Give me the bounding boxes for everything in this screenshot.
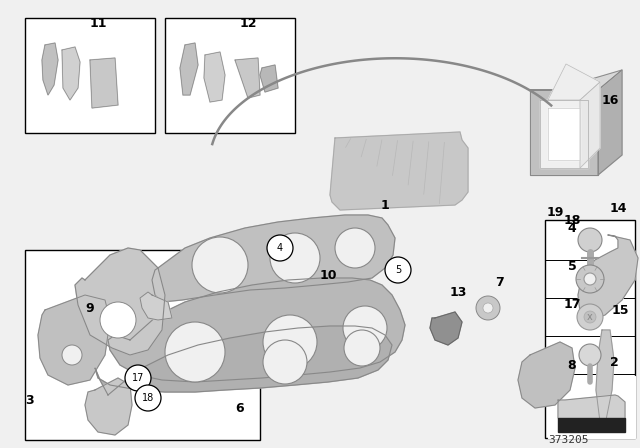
Text: 4: 4 <box>277 243 283 253</box>
Polygon shape <box>75 248 165 355</box>
Circle shape <box>192 237 248 293</box>
Circle shape <box>263 315 317 369</box>
Circle shape <box>577 304 603 330</box>
Polygon shape <box>38 295 110 385</box>
Text: 19: 19 <box>547 206 564 219</box>
Circle shape <box>263 340 307 384</box>
Polygon shape <box>260 65 278 92</box>
Polygon shape <box>42 43 58 95</box>
Text: 4: 4 <box>568 221 577 234</box>
Polygon shape <box>580 82 600 168</box>
Polygon shape <box>430 312 462 345</box>
Text: 5: 5 <box>395 265 401 275</box>
Bar <box>165 18 295 133</box>
Polygon shape <box>540 100 588 168</box>
Polygon shape <box>90 58 118 108</box>
Circle shape <box>135 385 161 411</box>
Polygon shape <box>85 378 132 435</box>
Polygon shape <box>598 70 622 175</box>
Circle shape <box>125 365 151 391</box>
Circle shape <box>270 233 320 283</box>
Polygon shape <box>140 292 172 320</box>
Polygon shape <box>548 376 635 438</box>
Circle shape <box>584 311 596 323</box>
Text: 17: 17 <box>132 373 144 383</box>
Text: 6: 6 <box>236 401 244 414</box>
Circle shape <box>578 228 602 252</box>
Polygon shape <box>62 47 80 100</box>
Text: 2: 2 <box>610 356 618 369</box>
Polygon shape <box>548 108 580 160</box>
Polygon shape <box>558 418 625 432</box>
Polygon shape <box>180 43 198 95</box>
Circle shape <box>165 322 225 382</box>
Polygon shape <box>578 235 638 320</box>
Circle shape <box>100 302 136 338</box>
Polygon shape <box>152 215 395 302</box>
Text: 18: 18 <box>142 393 154 403</box>
Polygon shape <box>518 342 575 408</box>
Polygon shape <box>530 90 598 175</box>
Circle shape <box>335 228 375 268</box>
Text: 13: 13 <box>449 285 467 298</box>
Text: 16: 16 <box>602 94 619 107</box>
Circle shape <box>62 345 82 365</box>
Polygon shape <box>548 64 600 100</box>
Polygon shape <box>204 52 225 102</box>
Text: 17: 17 <box>563 297 580 310</box>
Text: x: x <box>587 312 593 322</box>
Bar <box>545 220 635 438</box>
Text: 3: 3 <box>26 393 35 406</box>
Circle shape <box>579 344 601 366</box>
Text: 7: 7 <box>495 276 504 289</box>
Text: 8: 8 <box>568 358 576 371</box>
Circle shape <box>476 296 500 320</box>
Text: 5: 5 <box>568 259 577 272</box>
Text: 12: 12 <box>239 17 257 30</box>
Polygon shape <box>530 70 622 90</box>
Polygon shape <box>235 58 260 98</box>
Polygon shape <box>558 395 625 425</box>
Circle shape <box>483 303 493 313</box>
Text: 18: 18 <box>563 214 580 227</box>
Polygon shape <box>596 330 614 422</box>
Text: 15: 15 <box>611 303 628 316</box>
Text: 1: 1 <box>381 198 389 211</box>
Polygon shape <box>330 132 468 210</box>
Text: 373205: 373205 <box>548 435 588 445</box>
Circle shape <box>267 235 293 261</box>
Bar <box>25 18 155 133</box>
Circle shape <box>576 265 604 293</box>
Polygon shape <box>95 326 392 395</box>
Bar <box>25 250 260 440</box>
Circle shape <box>344 330 380 366</box>
Text: 11: 11 <box>89 17 107 30</box>
Circle shape <box>343 306 387 350</box>
Text: 10: 10 <box>319 268 337 281</box>
Text: 9: 9 <box>86 302 94 314</box>
Circle shape <box>385 257 411 283</box>
Text: 14: 14 <box>609 202 627 215</box>
Circle shape <box>584 273 596 285</box>
Polygon shape <box>108 278 405 382</box>
